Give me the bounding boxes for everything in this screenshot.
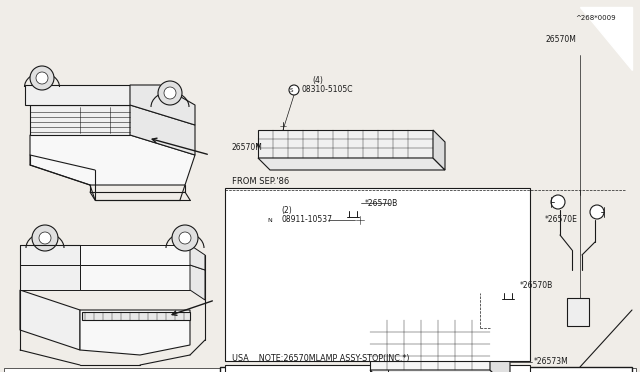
Circle shape [551,195,565,209]
Bar [225,365,530,372]
Polygon shape [258,130,433,158]
Polygon shape [580,7,632,70]
Polygon shape [80,245,190,265]
Polygon shape [25,85,130,105]
Text: ^268*0009: ^268*0009 [575,15,616,21]
Text: *26573M: *26573M [534,357,569,366]
Polygon shape [370,370,510,372]
Polygon shape [490,320,510,372]
Polygon shape [370,320,490,370]
Text: 08310-5105C: 08310-5105C [302,86,353,94]
Circle shape [289,85,299,95]
Text: *26570B: *26570B [520,280,553,289]
Text: USA    NOTE:26570MLAMP ASSY-STOP(INC.*): USA NOTE:26570MLAMP ASSY-STOP(INC.*) [232,353,410,362]
Circle shape [356,216,364,224]
Text: (4): (4) [312,76,323,84]
Polygon shape [190,265,205,300]
Circle shape [164,87,176,99]
Circle shape [36,72,48,84]
Text: (2): (2) [281,205,292,215]
Polygon shape [82,312,190,320]
Text: 08911-10537: 08911-10537 [281,215,332,224]
Polygon shape [433,130,445,170]
Polygon shape [190,245,205,270]
Polygon shape [130,105,195,155]
Polygon shape [258,158,445,170]
Circle shape [39,232,51,244]
Polygon shape [20,245,80,265]
Circle shape [267,214,279,226]
Polygon shape [20,290,80,350]
Bar [220,367,632,372]
Bar [567,298,589,326]
Text: *26570B: *26570B [365,199,398,208]
Circle shape [158,81,182,105]
Circle shape [172,225,198,251]
Circle shape [345,195,361,211]
Polygon shape [130,85,195,125]
Polygon shape [20,265,80,290]
Circle shape [179,232,191,244]
Circle shape [500,277,516,293]
Polygon shape [80,310,190,355]
Circle shape [590,205,604,219]
Text: FROM SEP.'86: FROM SEP.'86 [232,177,289,186]
Text: *26570E: *26570E [545,215,578,224]
Polygon shape [30,135,195,185]
Text: N: N [268,218,273,223]
Text: 26570M: 26570M [545,35,576,45]
Bar [225,188,530,361]
Polygon shape [30,105,130,135]
Text: 26570M: 26570M [232,144,263,153]
Circle shape [30,66,54,90]
Polygon shape [80,265,190,290]
Circle shape [32,225,58,251]
Text: S: S [289,88,292,93]
